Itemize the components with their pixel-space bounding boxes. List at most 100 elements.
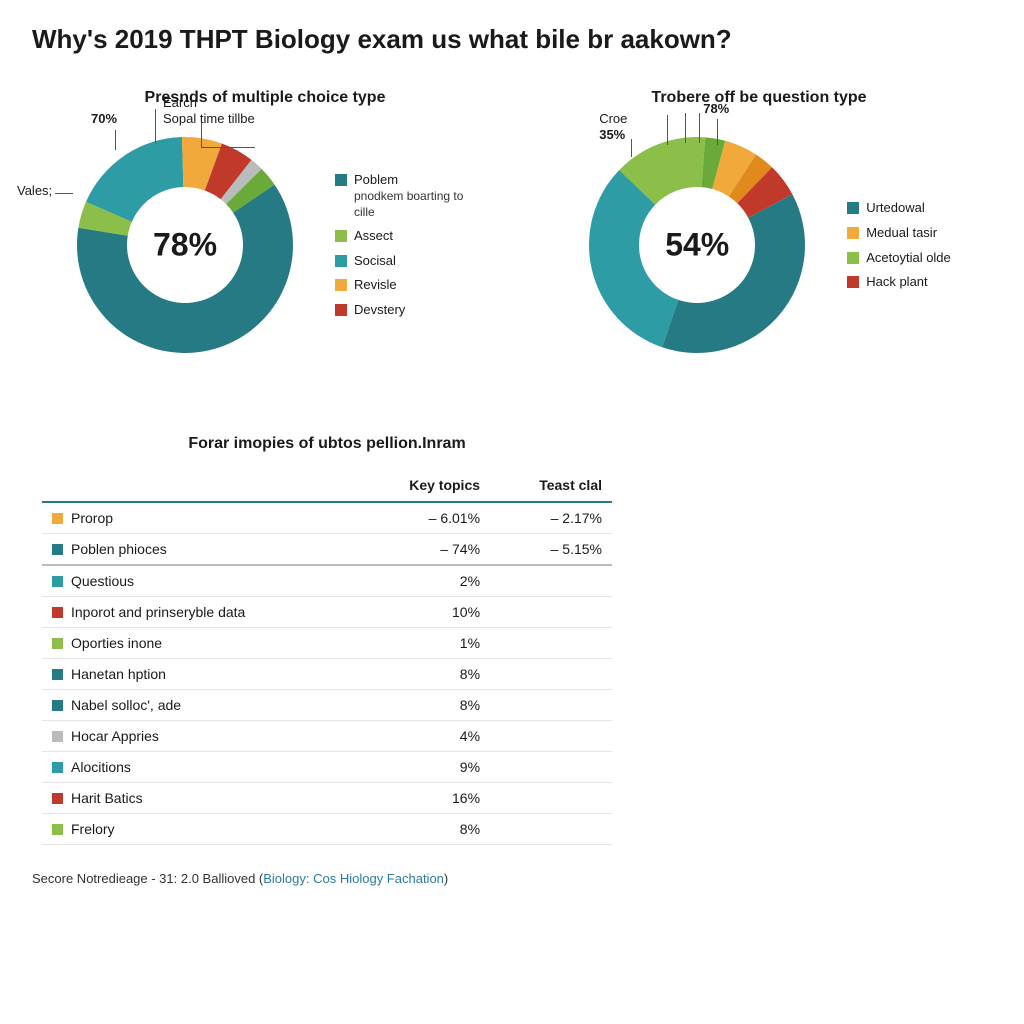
row-swatch [52,793,63,804]
page-title: Why's 2019 THPT Biology exam us what bil… [32,24,992,55]
row-label-text: Questious [71,573,134,589]
table-row: Harit Batics 16% [42,783,612,814]
row-swatch [52,638,63,649]
chart1-callout-left: Vales; [17,183,52,199]
cell-key-topics: 2% [356,565,490,597]
table-row: Prorop– 6.01%– 2.17% [42,502,612,534]
cell-teast-clal [490,721,612,752]
table-row: Questious 2% [42,565,612,597]
table-row: Alocitions 9% [42,752,612,783]
row-swatch [52,762,63,773]
legend-label: Poblempnodkem boarting to cille [354,172,475,219]
legend-swatch [335,230,347,242]
cell-teast-clal [490,597,612,628]
cell-teast-clal: – 5.15% [490,534,612,566]
legend-swatch [847,252,859,264]
cell-teast-clal [490,814,612,845]
legend-swatch [335,304,347,316]
table-row: Poblen phioces – 74%– 5.15% [42,534,612,566]
table-row: Frelory8% [42,814,612,845]
row-label-text: Prorop [71,510,113,526]
cell-key-topics: 9% [356,752,490,783]
chart1-legend: Poblempnodkem boarting to cille Assect Soc… [335,172,475,317]
row-label-text: Hocar Appries [71,728,159,744]
row-swatch [52,824,63,835]
chart2-title: Trobere off be question type [536,89,982,107]
chart2-callout-35: 35% [599,127,625,143]
cell-key-topics: – 74% [356,534,490,566]
cell-teast-clal [490,752,612,783]
legend-item: Devstery [335,302,475,318]
row-swatch [52,669,63,680]
cell-teast-clal [490,659,612,690]
chart2-center: 54% [665,227,729,264]
cell-key-topics: 16% [356,783,490,814]
footer: Secore Notredieage - 31: 2.0 Ballioved (… [32,871,992,886]
legend-swatch [847,276,859,288]
footer-suffix: ) [444,871,448,886]
table-row: Nabel solloc', ade8% [42,690,612,721]
legend-label: Hack plant [866,274,927,290]
cell-key-topics: 1% [356,628,490,659]
legend-label: Socisal [354,253,396,269]
legend-item: Revisle [335,277,475,293]
cell-key-topics: 4% [356,721,490,752]
row-swatch [52,700,63,711]
chart2-legend: Urtedowal Medual tasir Acetoytial olde Hack… [847,200,951,289]
legend-swatch [335,255,347,267]
legend-label: Devstery [354,302,405,318]
row-label-text: Harit Batics [71,790,143,806]
legend-label: Medual tasir [866,225,937,241]
chart-card-2: Trobere off be question type 54% 78% Cro… [526,75,992,395]
chart1-title: Presnds of multiple choice type [42,89,488,107]
donut-slice [662,194,805,353]
cell-key-topics: 10% [356,597,490,628]
chart1-callout-sopal: Sopal time tillbe [163,111,255,127]
table-row: Hanetan hption 8% [42,659,612,690]
cell-teast-clal [490,628,612,659]
cell-teast-clal [490,783,612,814]
cell-teast-clal [490,690,612,721]
legend-item: Assect [335,228,475,244]
chart-card-1: Presnds of multiple choice type 78% Vale… [32,75,498,395]
legend-item: Urtedowal [847,200,951,216]
legend-item: Socisal [335,253,475,269]
legend-swatch [847,227,859,239]
chart1-callout-earch: Earch [163,95,197,111]
legend-item: Acetoytial olde [847,250,951,266]
row-swatch [52,731,63,742]
row-label-text: Alocitions [71,759,131,775]
cell-teast-clal [490,565,612,597]
legend-label: Urtedowal [866,200,925,216]
row-label-text: Hanetan hption [71,666,166,682]
footer-link[interactable]: Biology: Cos Hiology Fachation [263,871,444,886]
legend-swatch [847,202,859,214]
legend-swatch [335,279,347,291]
row-swatch [52,607,63,618]
legend-label: Assect [354,228,393,244]
cell-key-topics: 8% [356,814,490,845]
chart1-center: 78% [153,227,217,264]
table-title: Forar imopies of ubtos pellion.Inram [42,435,612,453]
legend-label: Revisle [354,277,397,293]
row-label-text: Poblen phioces [71,541,167,557]
charts-row: Presnds of multiple choice type 78% Vale… [32,75,992,395]
chart1-donut: 78% Vales; 70% Earch Sopal time tillbe [55,115,315,375]
cell-teast-clal: – 2.17% [490,502,612,534]
row-swatch [52,544,63,555]
legend-label: Acetoytial olde [866,250,951,266]
cell-key-topics: 8% [356,659,490,690]
table-section: Forar imopies of ubtos pellion.Inram Key… [32,417,622,853]
table-row: Hocar Appries 4% [42,721,612,752]
footer-prefix: Secore Notredieage - 31: 2.0 Ballioved ( [32,871,263,886]
row-label-text: Nabel solloc', ade [71,697,181,713]
row-label-text: Oporties inone [71,635,162,651]
col-key-topics: Key topics [356,471,490,502]
legend-item: Medual tasir [847,225,951,241]
chart2-callout-78: 78% [703,101,729,117]
topics-table: Key topics Teast clal Prorop– 6.01%– 2.1… [42,471,612,845]
chart1-callout-70: 70% [91,111,117,127]
chart2-callout-croe: Croe [599,111,627,127]
row-swatch [52,513,63,524]
legend-swatch [335,174,347,186]
